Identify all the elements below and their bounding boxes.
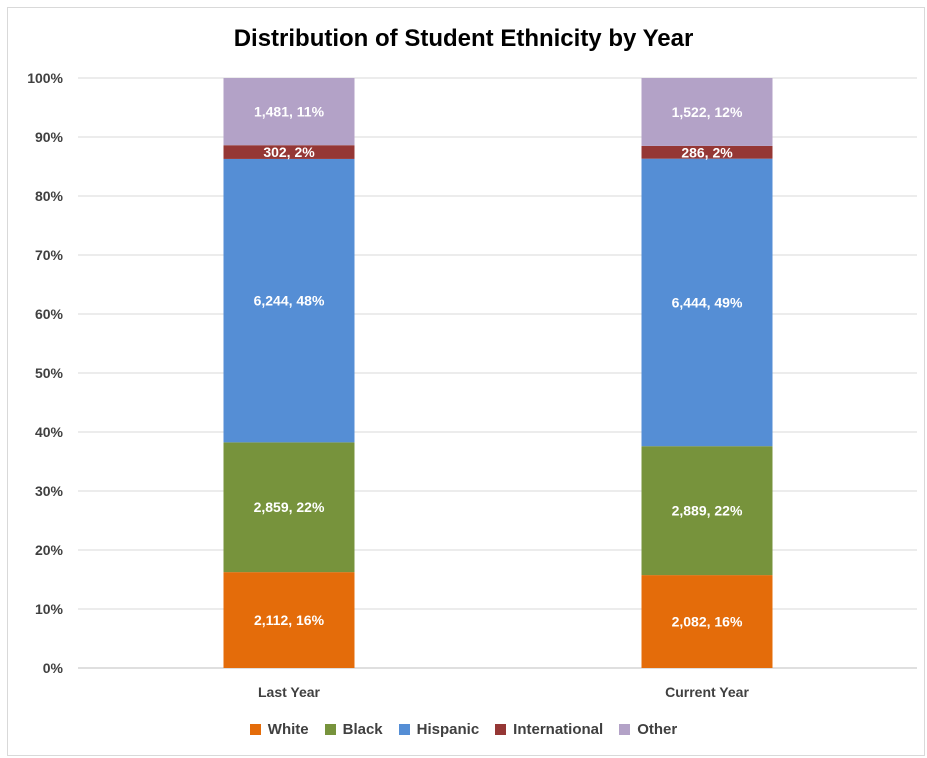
bar-segment-white bbox=[641, 575, 773, 668]
bar-segment-black bbox=[223, 442, 355, 573]
data-label: 2,112, 16% bbox=[254, 612, 325, 628]
y-tick-label: 70% bbox=[35, 247, 64, 263]
y-tick-label: 10% bbox=[35, 601, 64, 617]
y-tick-label: 0% bbox=[43, 660, 64, 676]
legend-item: Hispanic bbox=[398, 721, 480, 738]
bar-segment-other bbox=[223, 78, 355, 146]
bar-segment-other bbox=[641, 78, 773, 146]
chart-legend: White Black Hispanic International Other bbox=[0, 721, 927, 738]
legend-label: White bbox=[267, 721, 309, 738]
data-label: 2,889, 22% bbox=[672, 503, 743, 519]
legend-item: Black bbox=[324, 721, 383, 738]
data-label: 2,859, 22% bbox=[254, 499, 325, 515]
bar-segment-hispanic bbox=[223, 158, 355, 443]
bar-segment-hispanic bbox=[641, 158, 773, 447]
bar-segment-black bbox=[641, 446, 773, 576]
y-tick-label: 80% bbox=[35, 188, 64, 204]
data-label: 286, 2% bbox=[681, 144, 733, 160]
legend-label: Other bbox=[637, 721, 678, 738]
y-tick-label: 40% bbox=[35, 424, 64, 440]
y-tick-label: 20% bbox=[35, 542, 64, 558]
legend-item: White bbox=[249, 721, 309, 738]
legend-swatch bbox=[495, 724, 507, 735]
y-tick-label: 30% bbox=[35, 483, 64, 499]
legend-item: International bbox=[495, 721, 603, 738]
legend-item: Other bbox=[619, 721, 677, 738]
bar-segment-white bbox=[223, 572, 355, 668]
legend-swatch bbox=[619, 724, 631, 735]
legend-swatch bbox=[398, 724, 410, 735]
x-category-label: Current Year bbox=[665, 684, 749, 700]
legend-label: Hispanic bbox=[416, 721, 480, 738]
bar-segment-international bbox=[641, 145, 773, 159]
y-tick-label: 50% bbox=[35, 365, 64, 381]
legend-swatch bbox=[249, 724, 261, 735]
data-label: 6,244, 48% bbox=[254, 293, 325, 309]
data-label: 6,444, 49% bbox=[672, 294, 743, 310]
data-label: 1,522, 12% bbox=[672, 104, 743, 120]
bar-segment-international bbox=[223, 145, 355, 159]
y-tick-label: 60% bbox=[35, 306, 64, 322]
x-category-label: Last Year bbox=[258, 684, 321, 700]
data-label: 1,481, 11% bbox=[254, 104, 325, 120]
chart-title: Distribution of Student Ethnicity by Yea… bbox=[233, 25, 694, 52]
legend-label: International bbox=[513, 721, 604, 738]
legend-swatch bbox=[324, 724, 336, 735]
data-label: 2,082, 16% bbox=[672, 614, 743, 630]
y-tick-label: 100% bbox=[27, 70, 63, 86]
y-tick-label: 90% bbox=[35, 129, 64, 145]
legend-label: Black bbox=[342, 721, 383, 738]
data-label: 302, 2% bbox=[263, 144, 315, 160]
